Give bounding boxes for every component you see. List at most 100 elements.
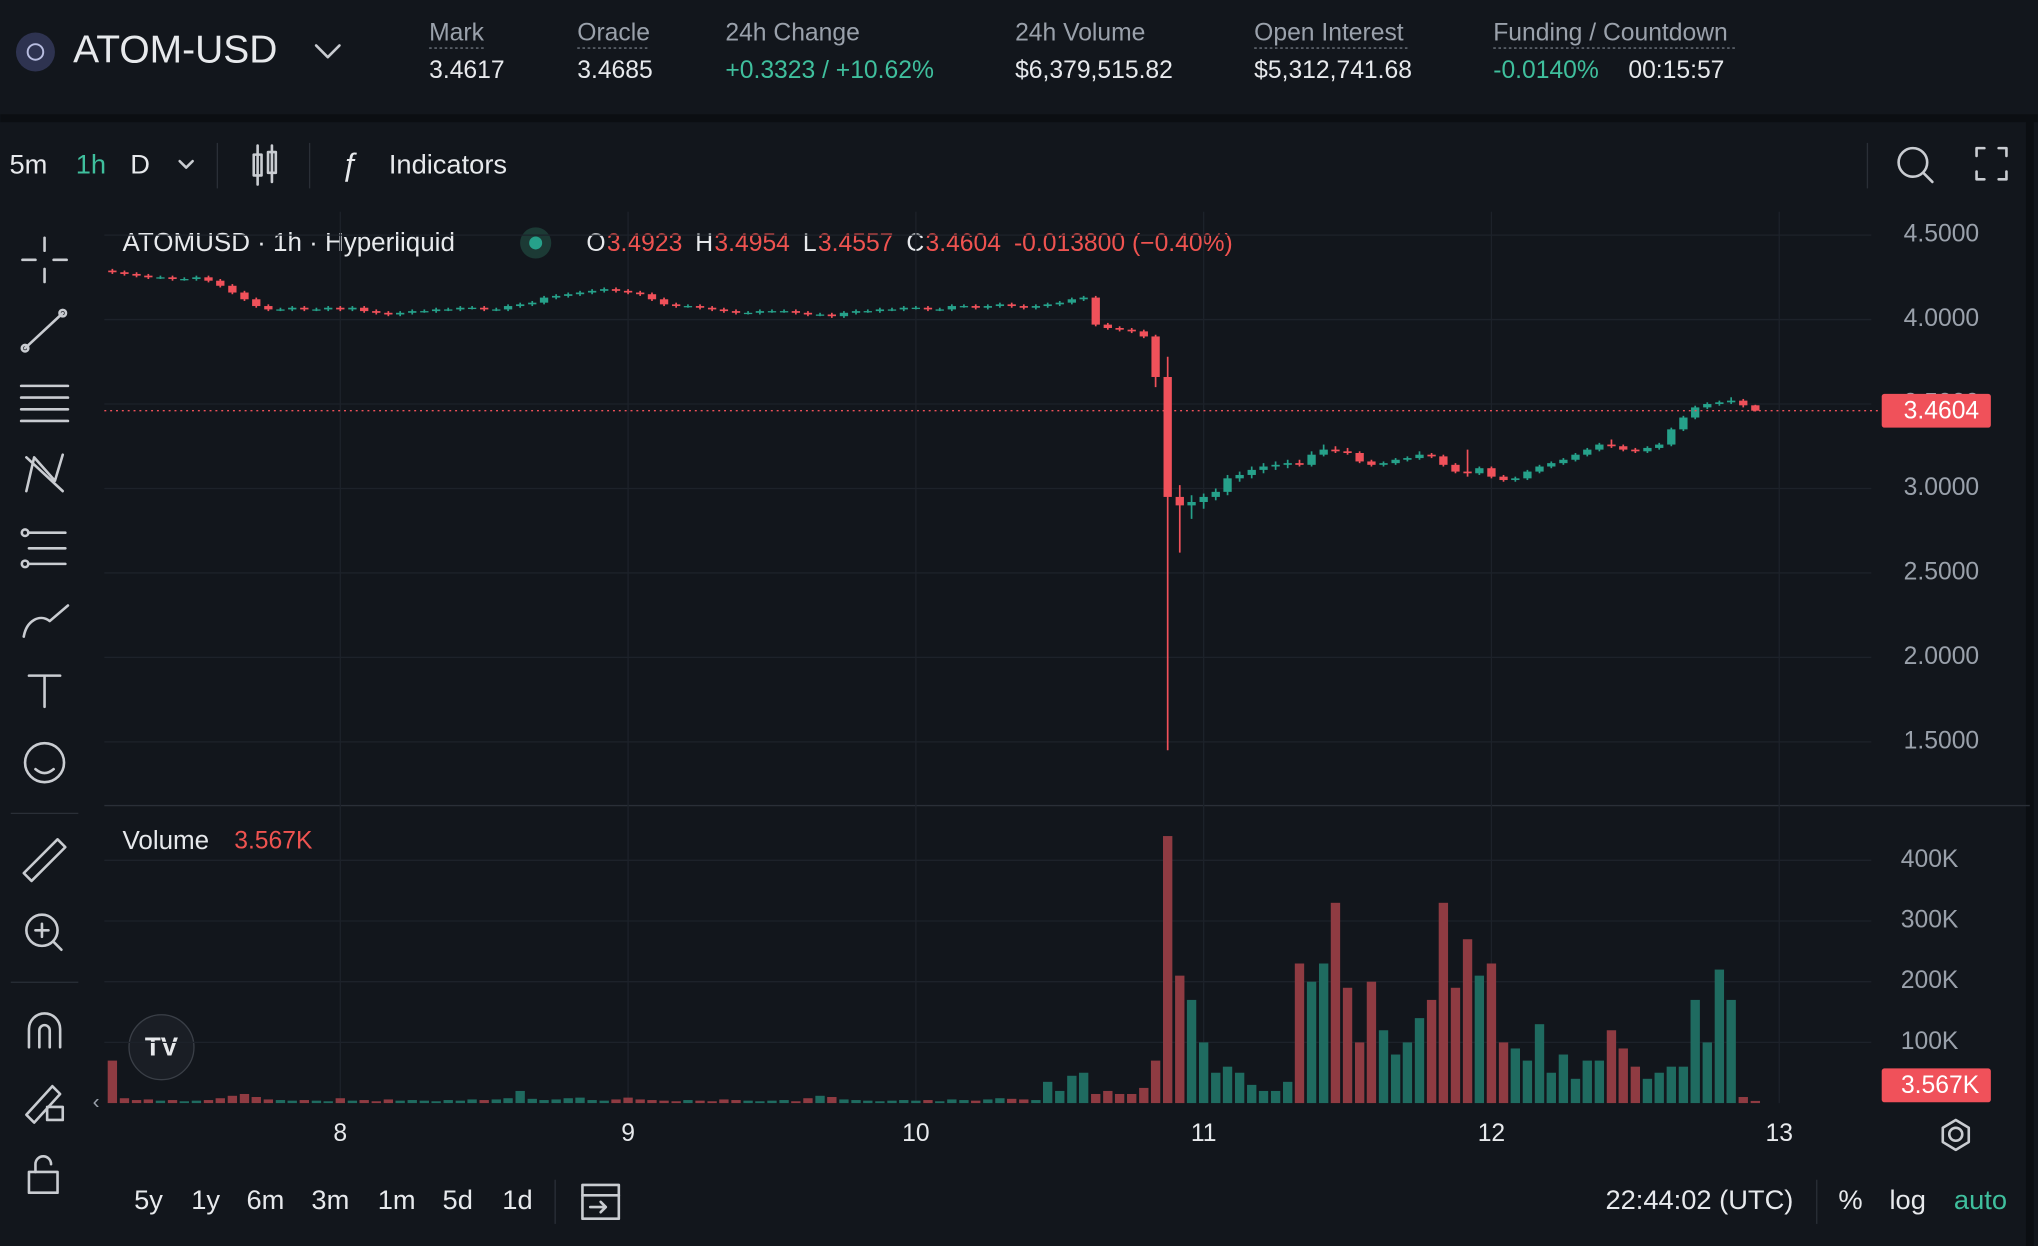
ohlc-label: L — [803, 230, 817, 257]
volume-bar — [1247, 1084, 1257, 1104]
candle-body — [767, 311, 777, 313]
range-button[interactable]: 1d — [502, 1184, 532, 1215]
ohlc-label: O — [586, 230, 605, 257]
candle-body — [384, 312, 393, 315]
brush-tool[interactable] — [22, 604, 70, 638]
volume-bar — [1510, 1048, 1521, 1104]
volume-bar — [995, 1098, 1005, 1104]
volume-bar — [527, 1098, 537, 1104]
symbol[interactable]: ATOM-USD — [73, 28, 277, 71]
indicators-icon[interactable]: ƒ — [341, 147, 358, 182]
collapse-arrow[interactable]: ‹ — [93, 1091, 100, 1114]
interval-active[interactable]: 1h — [76, 149, 106, 180]
status-dot — [529, 236, 543, 250]
volume-bar — [395, 1100, 405, 1104]
candle-body — [467, 307, 477, 310]
volume-bar — [371, 1101, 381, 1104]
candle-body — [216, 280, 225, 286]
candle-body — [1343, 451, 1352, 454]
crosshair-tool[interactable] — [21, 236, 68, 284]
stat-value: $5,312,741.68 — [1254, 57, 1412, 84]
text-tool[interactable] — [27, 674, 62, 709]
interval-dropdown[interactable] — [178, 159, 194, 169]
interval[interactable]: D — [130, 149, 150, 180]
volume-bar — [491, 1099, 501, 1104]
volume-bar — [1283, 1081, 1293, 1104]
candle-body — [564, 294, 573, 296]
volume-bar — [1354, 1042, 1365, 1104]
candle-body — [1475, 468, 1484, 474]
volume-bar — [1318, 963, 1329, 1104]
ruler-tool[interactable] — [22, 838, 67, 883]
ohlc-value: 3.4557 — [818, 230, 893, 257]
volume-bar — [899, 1100, 909, 1104]
volume-bar — [1534, 1024, 1545, 1104]
zoom-tool[interactable] — [25, 913, 63, 952]
volume-bar — [599, 1100, 609, 1104]
emoji-tool[interactable] — [23, 741, 66, 784]
pattern-tool[interactable] — [25, 453, 65, 493]
log-toggle[interactable]: log — [1890, 1184, 1926, 1215]
candle-body — [695, 306, 705, 308]
tv-logo[interactable] — [128, 1014, 195, 1081]
forecast-tool[interactable] — [20, 528, 67, 569]
volume-bar — [671, 1101, 681, 1104]
candle-body — [791, 311, 801, 313]
trend-line-tool[interactable] — [20, 308, 68, 353]
stat-label: Oracle — [577, 19, 650, 46]
volume-bar — [875, 1101, 885, 1104]
range-button[interactable]: 1y — [191, 1184, 220, 1215]
range-button[interactable]: 5d — [443, 1184, 473, 1215]
volume-bar — [455, 1100, 465, 1104]
volume-bar — [1078, 1072, 1089, 1104]
volume-bar — [767, 1100, 777, 1104]
candle-body — [168, 277, 177, 280]
candle-body — [360, 307, 369, 312]
candle-body — [156, 277, 165, 279]
symbol-dropdown[interactable] — [314, 44, 341, 59]
chart-type-button[interactable] — [252, 144, 278, 186]
volume-bar — [1570, 1078, 1581, 1104]
volume-bar — [119, 1098, 130, 1104]
lock-tool[interactable] — [27, 1155, 59, 1195]
fullscreen[interactable] — [1975, 146, 2008, 181]
volume-bar — [1055, 1090, 1065, 1104]
candle-body — [132, 273, 141, 276]
volume-bar — [959, 1100, 969, 1104]
volume-bar — [227, 1095, 238, 1104]
interval[interactable]: 5m — [9, 149, 47, 180]
percent-toggle[interactable]: % — [1838, 1184, 1862, 1215]
volume-bar — [923, 1100, 933, 1104]
ohlc-value: 3.4604 — [926, 230, 1001, 257]
volume-bar — [1031, 1100, 1041, 1104]
candle-body — [324, 307, 333, 310]
candle-body — [1259, 466, 1268, 470]
candle-body — [947, 306, 957, 310]
fib-tool[interactable] — [19, 384, 70, 423]
volume-bar — [335, 1098, 345, 1104]
volume-bar — [611, 1099, 621, 1104]
candle-body — [935, 309, 944, 311]
auto-toggle[interactable]: auto — [1954, 1184, 2007, 1215]
quick-search[interactable] — [1897, 146, 1934, 184]
candle-body — [444, 309, 453, 311]
range-button[interactable]: 3m — [311, 1184, 349, 1215]
go-to-date[interactable] — [581, 1183, 621, 1221]
indicators-button[interactable]: Indicators — [389, 149, 507, 180]
candle-body — [276, 309, 285, 311]
volume-bar — [1150, 1060, 1161, 1104]
range-button[interactable]: 6m — [246, 1184, 284, 1215]
volume-bar — [707, 1101, 717, 1104]
axis-settings[interactable] — [1941, 1118, 1971, 1152]
tv-logo-mark[interactable]: TV — [145, 1031, 179, 1061]
lock-drawing-tool[interactable] — [25, 1084, 65, 1124]
magnet-tool[interactable] — [27, 1012, 62, 1049]
volume-bar — [851, 1100, 861, 1104]
volume-bar — [1498, 1042, 1509, 1104]
candle-body — [743, 312, 753, 315]
volume-bar — [1750, 1100, 1761, 1104]
volume-bar — [1438, 902, 1449, 1104]
range-button[interactable]: 5y — [134, 1184, 163, 1215]
candle-body — [611, 289, 621, 291]
range-button[interactable]: 1m — [378, 1184, 416, 1215]
